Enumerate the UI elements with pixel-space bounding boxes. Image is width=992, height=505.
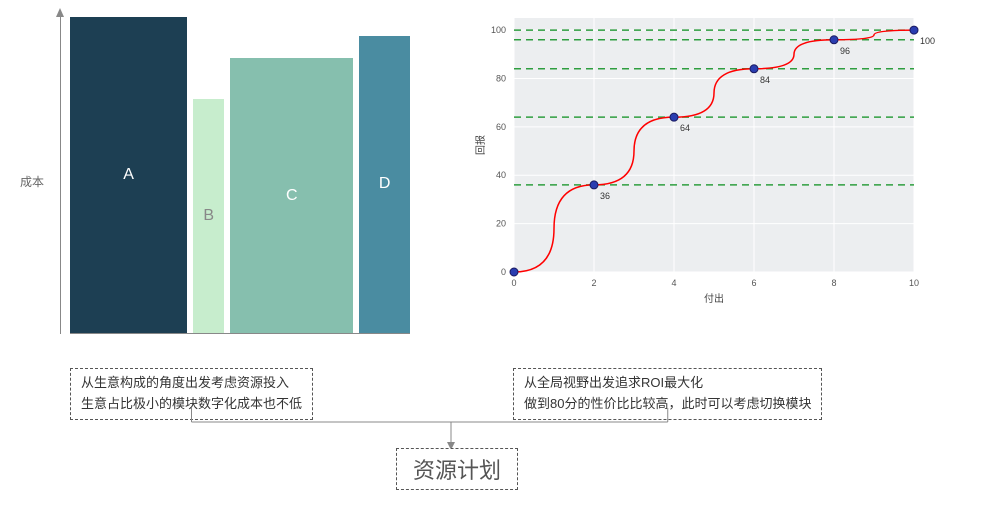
svg-text:付出: 付出 <box>704 292 724 305</box>
svg-text:36: 36 <box>600 191 610 201</box>
caption-left-line1: 从生意构成的角度出发考虑资源投入 <box>81 373 302 394</box>
bottom-label-box: 资源计划 <box>396 448 518 490</box>
bar-chart-y-label: 成本 <box>20 173 44 190</box>
bottom-label: 资源计划 <box>413 458 501 483</box>
line-chart-svg: 366484961000246810020406080100付出回报 <box>470 8 990 348</box>
bar-D: D <box>359 36 410 333</box>
svg-text:10: 10 <box>909 278 919 288</box>
svg-text:96: 96 <box>840 46 850 56</box>
svg-text:60: 60 <box>496 122 506 132</box>
bar-chart-bars: ABCD <box>70 14 410 334</box>
svg-text:4: 4 <box>671 278 676 288</box>
svg-text:8: 8 <box>831 278 836 288</box>
svg-text:100: 100 <box>491 25 506 35</box>
svg-text:20: 20 <box>496 219 506 229</box>
svg-text:64: 64 <box>680 123 690 133</box>
svg-text:84: 84 <box>760 75 770 85</box>
bar-A: A <box>70 17 187 333</box>
bar-chart-y-axis <box>60 14 61 334</box>
svg-text:回报: 回报 <box>474 135 487 155</box>
bar-B: B <box>193 99 224 333</box>
bar-C: C <box>230 58 353 333</box>
line-chart: 366484961000246810020406080100付出回报 <box>430 8 992 348</box>
svg-text:100: 100 <box>920 36 935 46</box>
bar-chart: 成本 ABCD <box>0 8 430 338</box>
svg-text:6: 6 <box>751 278 756 288</box>
svg-text:80: 80 <box>496 73 506 83</box>
svg-text:0: 0 <box>511 278 516 288</box>
svg-text:2: 2 <box>591 278 596 288</box>
svg-text:0: 0 <box>501 267 506 277</box>
svg-text:40: 40 <box>496 170 506 180</box>
caption-right-line1: 从全局视野出发追求ROI最大化 <box>524 373 811 394</box>
